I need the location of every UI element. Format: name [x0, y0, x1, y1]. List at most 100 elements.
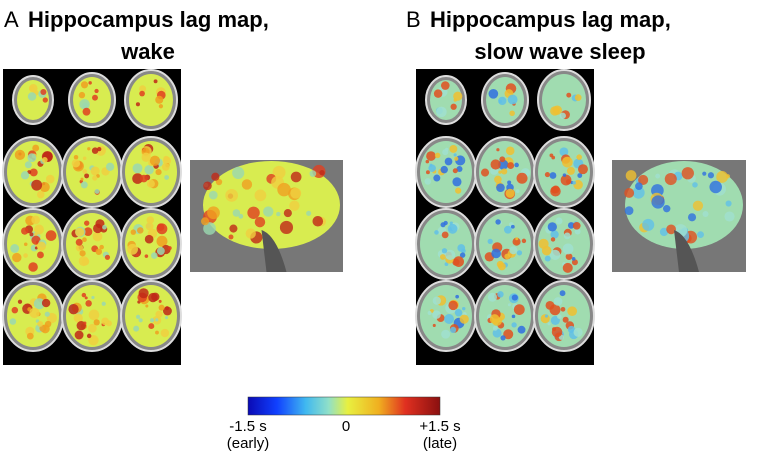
lag-blob — [155, 310, 163, 318]
lag-blob — [12, 252, 22, 263]
lag-blob — [93, 319, 100, 326]
lag-blob — [444, 157, 453, 166]
lag-blob — [562, 316, 569, 323]
colorbar-label: 0 — [342, 418, 350, 435]
lag-blob — [503, 329, 514, 340]
lag-blob — [567, 325, 575, 334]
lag-blob — [503, 225, 512, 234]
lag-blob — [10, 244, 20, 253]
lag-blob — [86, 333, 92, 339]
lag-blob — [277, 182, 291, 197]
lag-blob — [29, 307, 40, 319]
lag-blob — [510, 224, 515, 229]
lag-blob — [496, 148, 500, 152]
lag-blob — [443, 220, 448, 226]
lag-blob — [511, 322, 517, 328]
lag-blob — [507, 94, 518, 105]
lag-blob — [561, 156, 573, 168]
lag-blob — [563, 232, 571, 240]
lag-blob — [32, 144, 40, 152]
lag-blob — [149, 155, 161, 166]
lag-blob — [94, 88, 99, 94]
lag-blob — [155, 318, 159, 322]
lag-blob — [663, 204, 671, 213]
brain-slice — [73, 77, 111, 123]
lag-blob — [71, 159, 81, 168]
lag-blob — [146, 216, 155, 224]
lag-blob — [439, 254, 446, 260]
lag-blob — [511, 294, 518, 301]
lag-blob — [507, 180, 512, 185]
lag-blob — [141, 152, 151, 162]
lag-blob — [14, 149, 26, 161]
panel-subtitle: slow wave sleep — [474, 39, 645, 64]
lag-blob — [424, 178, 432, 185]
lag-blob — [99, 244, 104, 250]
lag-blob — [156, 223, 168, 235]
lag-blob — [624, 188, 635, 198]
lag-blob — [491, 248, 501, 259]
lag-blob — [692, 200, 704, 211]
lag-blob — [92, 231, 103, 242]
lag-blob — [74, 330, 84, 340]
lag-blob — [425, 159, 430, 164]
lag-blob — [642, 218, 655, 231]
lag-blob — [452, 177, 462, 187]
lag-blob — [82, 169, 88, 174]
lag-blob — [445, 249, 456, 261]
lag-blob — [549, 304, 561, 316]
panel-letter: A — [4, 7, 19, 32]
lag-blob — [95, 248, 103, 255]
lag-blob — [687, 213, 697, 222]
lag-blob — [203, 181, 212, 191]
lag-blob — [513, 304, 525, 316]
lag-blob — [105, 162, 115, 171]
lag-blob — [515, 237, 519, 241]
lag-blob — [101, 317, 109, 326]
lag-blob — [238, 213, 244, 219]
lag-blob — [26, 332, 34, 340]
lag-blob — [709, 180, 722, 194]
lag-blob — [702, 171, 707, 176]
lag-blob — [88, 309, 100, 321]
lag-blob — [31, 235, 41, 245]
panel-letter: B — [406, 7, 421, 32]
lag-blob — [716, 171, 728, 183]
lag-blob — [39, 181, 50, 193]
lag-blob — [155, 168, 162, 176]
lag-blob — [279, 220, 294, 235]
lag-blob — [155, 95, 164, 104]
lag-blob — [559, 147, 569, 157]
lag-blob — [37, 321, 44, 327]
lag-blob — [229, 224, 238, 233]
lag-blob — [544, 172, 550, 178]
lag-blob — [498, 262, 506, 271]
lag-blob — [567, 222, 575, 229]
lag-blob — [228, 234, 234, 240]
lag-blob — [90, 166, 100, 176]
lag-blob — [504, 253, 511, 260]
lag-blob — [41, 157, 48, 163]
lag-blob — [521, 238, 527, 244]
lag-blob — [492, 328, 502, 338]
lag-blob — [511, 314, 516, 319]
lag-blob — [29, 168, 38, 177]
lag-blob — [459, 314, 469, 324]
lag-blob — [45, 174, 55, 184]
lag-blob — [559, 112, 566, 119]
lag-blob — [44, 311, 50, 317]
lag-blob — [507, 162, 515, 170]
sagittal-brain — [203, 161, 340, 249]
lag-blob — [498, 99, 503, 104]
lag-blob — [574, 228, 581, 235]
lag-blob — [487, 292, 497, 302]
lag-blob — [571, 256, 576, 261]
lag-blob — [707, 172, 715, 179]
lag-blob — [164, 316, 169, 320]
lag-blob — [75, 227, 85, 237]
lag-blob — [37, 251, 44, 259]
lag-blob — [456, 165, 463, 173]
panel-title: Hippocampus lag map, — [430, 7, 671, 32]
lag-blob — [489, 314, 500, 324]
